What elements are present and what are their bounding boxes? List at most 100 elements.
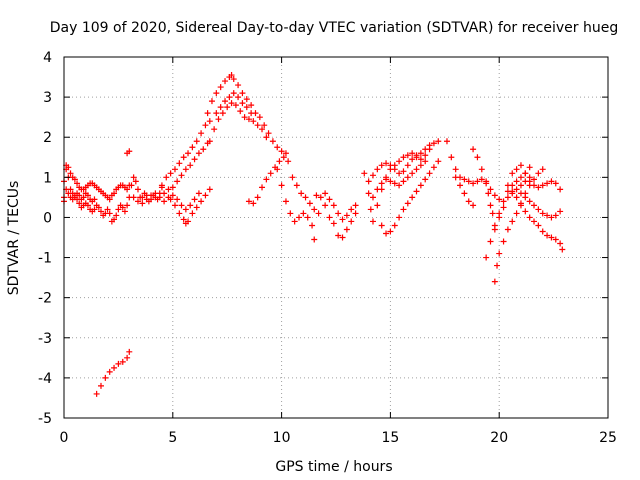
data-point	[409, 150, 416, 157]
data-point	[383, 160, 390, 167]
data-point	[378, 162, 385, 169]
data-point	[548, 234, 555, 241]
data-point	[243, 104, 250, 111]
data-point	[274, 144, 281, 151]
data-point	[422, 176, 429, 183]
data-point	[111, 216, 118, 223]
data-point	[128, 182, 135, 189]
data-point	[361, 170, 368, 177]
data-point	[74, 180, 81, 187]
data-point	[330, 202, 337, 209]
data-point	[91, 196, 98, 203]
data-point	[526, 164, 533, 171]
data-point	[198, 130, 205, 137]
data-point	[413, 152, 420, 159]
y-tick-label: 2	[43, 130, 52, 146]
y-tick-label: 1	[43, 170, 52, 186]
data-point	[124, 202, 131, 209]
data-point	[178, 202, 185, 209]
data-point	[71, 176, 78, 183]
data-point	[513, 166, 520, 173]
data-point	[169, 192, 176, 199]
data-point	[296, 214, 303, 221]
data-point	[378, 222, 385, 229]
data-point	[278, 182, 285, 189]
data-point	[522, 194, 529, 201]
data-point	[552, 180, 559, 187]
data-point	[237, 108, 244, 115]
data-point	[391, 180, 398, 187]
y-tick-label: -3	[38, 331, 52, 347]
data-point	[322, 190, 329, 197]
data-point	[387, 162, 394, 169]
data-point	[293, 182, 300, 189]
data-point	[193, 204, 200, 211]
data-point	[457, 174, 464, 181]
data-point	[309, 222, 316, 229]
data-point	[95, 204, 102, 211]
data-point	[119, 358, 126, 365]
data-point	[500, 198, 507, 205]
data-point	[517, 162, 524, 169]
data-point	[552, 236, 559, 243]
data-point	[470, 202, 477, 209]
data-point	[339, 234, 346, 241]
data-point	[513, 210, 520, 217]
data-point	[263, 176, 270, 183]
data-point	[535, 184, 542, 191]
data-point	[245, 198, 252, 205]
data-point	[430, 164, 437, 171]
data-point	[69, 196, 76, 203]
data-point	[102, 374, 109, 381]
y-tick-label: 3	[43, 90, 52, 106]
data-point	[130, 194, 137, 201]
data-point	[156, 194, 163, 201]
data-point	[315, 210, 322, 217]
data-point	[182, 166, 189, 173]
data-point	[134, 198, 141, 205]
data-point	[474, 154, 481, 161]
data-point	[400, 168, 407, 175]
data-point	[176, 210, 183, 217]
data-point	[500, 238, 507, 245]
data-point	[91, 206, 98, 213]
data-point	[417, 150, 424, 157]
data-point	[311, 236, 318, 243]
data-point	[111, 190, 118, 197]
data-point	[522, 170, 529, 177]
data-point	[248, 110, 255, 117]
data-point	[276, 158, 283, 165]
data-point	[130, 174, 137, 181]
data-point	[461, 176, 468, 183]
data-point	[193, 138, 200, 145]
data-point	[457, 182, 464, 189]
data-point	[180, 154, 187, 161]
data-point	[202, 192, 209, 199]
data-point	[158, 182, 165, 189]
data-point	[204, 110, 211, 117]
data-point	[517, 174, 524, 181]
data-point	[67, 170, 74, 177]
data-point	[180, 216, 187, 223]
data-point	[339, 216, 346, 223]
plot-frame	[63, 56, 609, 419]
data-point	[491, 222, 498, 229]
data-point	[559, 246, 566, 253]
data-point	[134, 186, 141, 193]
data-point	[239, 90, 246, 97]
data-point	[548, 214, 555, 221]
data-point	[539, 182, 546, 189]
data-point	[539, 228, 546, 235]
data-point	[417, 156, 424, 163]
data-point	[517, 182, 524, 189]
data-point	[198, 198, 205, 205]
data-point	[369, 172, 376, 179]
data-point	[413, 188, 420, 195]
data-point	[404, 200, 411, 207]
data-point	[417, 182, 424, 189]
data-point	[148, 192, 155, 199]
data-point	[171, 166, 178, 173]
data-point	[504, 194, 511, 201]
data-point	[165, 186, 172, 193]
data-point	[500, 204, 507, 211]
